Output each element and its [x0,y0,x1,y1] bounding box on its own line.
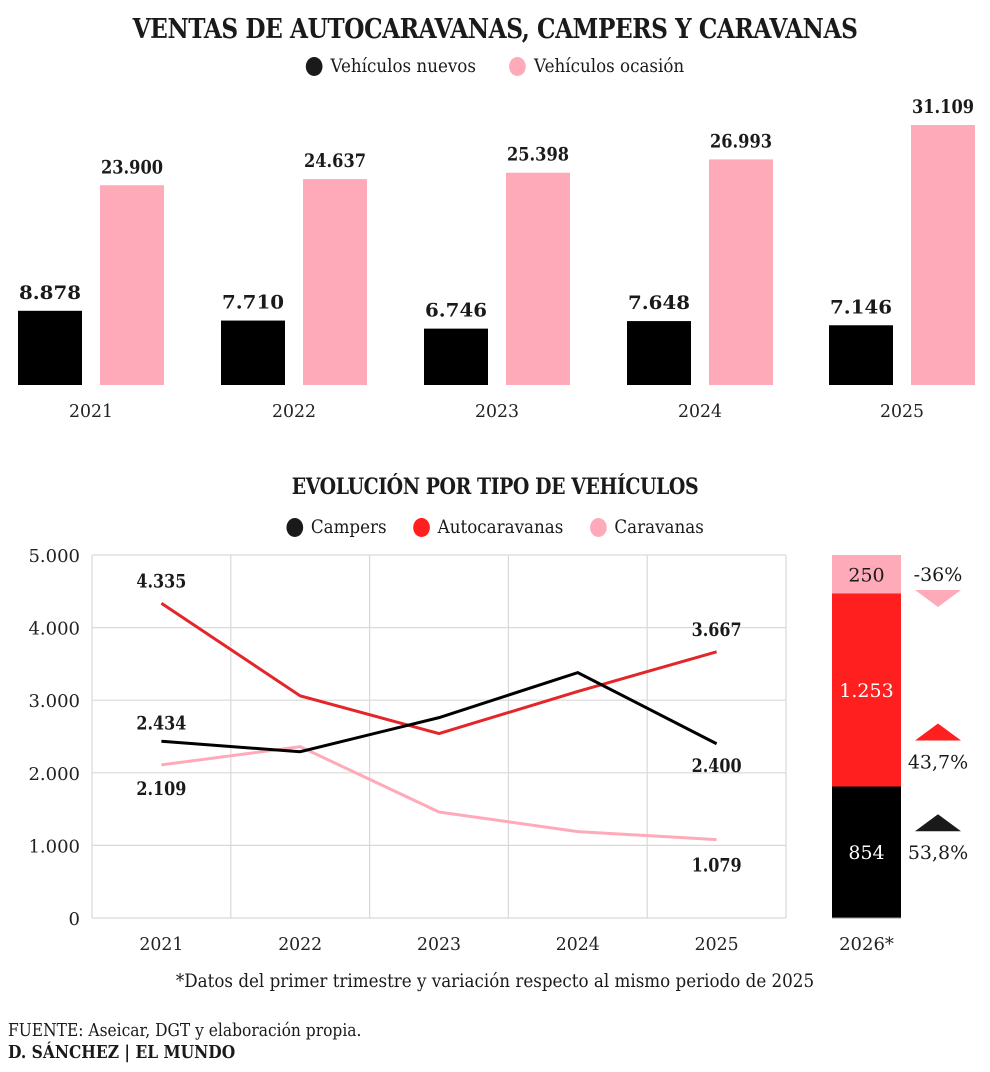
legend-item-caravanas: Caravanas [589,516,704,538]
footnote: *Datos del primer trimestre y variación … [175,970,815,992]
stacked-segment-caravanas [832,555,901,594]
bar-value-label: 7.710 [222,292,284,314]
bar-value-label: 31.109 [912,96,974,118]
line-autocaravanas [160,602,718,736]
up-arrow-icon [915,723,961,741]
legend-item-ocasion: Vehículos ocasión [509,55,684,77]
segment-value-label: 250 [848,564,884,586]
line-chart-legend: Campers Autocaravanas Caravanas [59,516,930,538]
legend-label: Vehículos nuevos [330,55,476,77]
bar-chart-legend: Vehículos nuevos Vehículos ocasión [59,55,930,77]
data-label: 1.079 [692,855,742,877]
x-tick-label: 2024 [678,401,722,422]
x-tick-label: 2021 [139,934,183,955]
bar-ocasion [506,172,570,385]
y-tick-label: 3.000 [28,691,80,712]
x-tick-label: 2026* [839,934,894,955]
y-tick-label: 0 [69,909,80,930]
data-label: 4.335 [136,570,186,592]
bar-value-label: 6.746 [425,300,487,322]
stacked-segment-campers [832,786,901,918]
legend-item-autocaravanas: Autocaravanas [413,516,563,538]
legend-label: Autocaravanas [437,516,564,538]
segment-value-label: 1.253 [839,680,893,702]
x-tick-label: 2025 [880,401,924,422]
source-text: FUENTE: Aseicar, DGT y elaboración propi… [8,1020,362,1041]
legend-dot-icon [305,56,323,76]
legend-dot-icon [589,517,607,537]
bar-ocasion [709,159,773,385]
segment-value-label: 854 [848,842,884,864]
bar-value-label: 26.993 [710,130,772,152]
change-label: -36% [914,564,963,586]
x-tick-label: 2022 [272,401,316,422]
credit-text: D. SÁNCHEZ | EL MUNDO [8,1042,236,1063]
data-label: 2.434 [136,712,186,734]
x-tick-label: 2023 [475,401,519,422]
change-label: 53,8% [908,842,968,864]
legend-label: Caravanas [614,516,704,538]
line-caravanas [161,745,717,842]
line-chart-title: EVOLUCIÓN POR TIPO DE VEHÍCULOS [291,474,699,500]
bar-value-label: 7.146 [830,296,892,318]
legend-label: Vehículos ocasión [534,55,685,77]
bar-nuevos [221,320,285,385]
legend-dot-icon [509,56,527,76]
y-tick-label: 2.000 [28,764,80,785]
x-tick-label: 2024 [556,934,600,955]
x-tick-label: 2025 [695,934,739,955]
x-tick-label: 2021 [69,401,113,422]
y-tick-label: 5.000 [28,546,80,567]
y-tick-label: 4.000 [28,619,80,640]
bar-value-label: 7.648 [628,292,690,314]
bar-value-label: 23.900 [101,156,163,178]
source-block: FUENTE: Aseicar, DGT y elaboración propi… [8,1020,361,1064]
bar-nuevos [18,310,82,385]
legend-label: Campers [310,516,387,538]
bar-chart-title: VENTAS DE AUTOCARAVANAS, CAMPERS Y CARAV… [132,14,858,45]
bar-value-label: 24.637 [304,150,366,172]
bar-value-label: 25.398 [507,144,569,166]
bar-ocasion [100,185,164,385]
data-label: 2.109 [136,778,186,800]
change-label: 43,7% [908,751,968,773]
data-label: 2.400 [692,755,742,777]
legend-item-campers: Campers [286,516,387,538]
line-campers [161,670,718,754]
bar-nuevos [829,325,893,385]
bar-ocasion [911,125,975,385]
bar-nuevos [424,328,488,385]
bar-ocasion [303,179,367,385]
bar-value-label: 8.878 [19,282,81,304]
legend-dot-icon [413,517,430,537]
down-arrow-icon [915,590,961,607]
up-arrow-icon [915,814,961,832]
y-tick-label: 1.000 [28,836,80,857]
stacked-segment-autocaravanas [832,593,901,787]
x-tick-label: 2022 [278,934,322,955]
legend-item-nuevos: Vehículos nuevos [305,55,476,77]
legend-dot-icon [286,517,303,537]
bar-nuevos [627,321,691,385]
data-label: 3.667 [692,619,742,641]
x-tick-label: 2023 [417,934,461,955]
